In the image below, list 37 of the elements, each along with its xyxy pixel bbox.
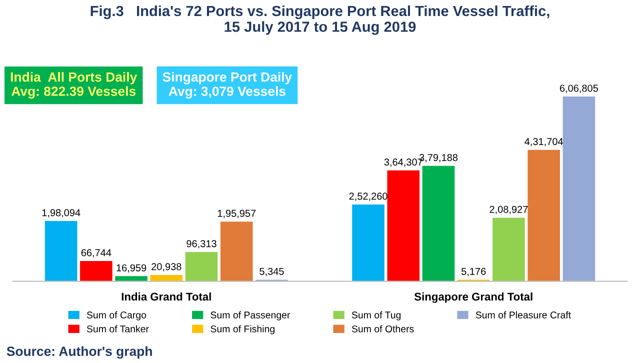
x-tick-label: Singapore Grand Total	[414, 292, 532, 303]
data-label: 5,345	[260, 268, 284, 276]
data-label: 6,06,805	[560, 84, 598, 93]
bar	[44, 220, 78, 282]
data-label: 2,52,260	[349, 192, 388, 201]
data-label: 2,08,927	[490, 206, 528, 214]
data-label: 20,938	[152, 263, 182, 272]
data-label: 5,176	[461, 268, 486, 276]
legend-label: Sum of Tanker	[86, 325, 149, 332]
legend-label: Sum of Tug	[352, 311, 401, 320]
bar	[562, 96, 596, 282]
bar	[115, 276, 148, 282]
legend-label: Sum of Cargo	[86, 311, 146, 320]
bar	[528, 150, 560, 282]
legend-label: Sum of Pleasure Craft	[476, 311, 571, 318]
bar	[185, 252, 218, 282]
bar	[150, 274, 183, 282]
bar	[422, 166, 455, 282]
legend-label: Sum of Others	[352, 325, 414, 332]
data-label: 4,31,704	[524, 138, 563, 146]
bar	[352, 204, 384, 282]
chart-title: Fig.3 India's 72 Ports vs. Singapore Port Real Time Vessel Traffic, 15 July 2017 to 15 Aug 2019	[90, 5, 550, 35]
data-label: 66,744	[81, 249, 112, 258]
data-label: 1,95,957	[218, 210, 256, 218]
data-label: 96,313	[186, 240, 216, 248]
bar	[492, 218, 525, 282]
annotation: India All Ports Daily Avg: 822.39 Vessels	[10, 72, 138, 99]
source-note: Source: Author's graph	[6, 346, 152, 359]
annotation: Singapore Port Daily Avg: 3,079 Vessels	[162, 72, 292, 99]
bar	[80, 261, 112, 282]
bar	[387, 170, 420, 282]
legend-label: Sum of Passenger	[210, 311, 290, 320]
legend-label: Sum of Fishing	[210, 325, 274, 334]
data-label: 1,98,094	[42, 209, 80, 218]
bar	[220, 222, 253, 282]
data-label: 16,959	[116, 264, 146, 273]
x-tick-label: India Grand Total	[122, 292, 211, 301]
